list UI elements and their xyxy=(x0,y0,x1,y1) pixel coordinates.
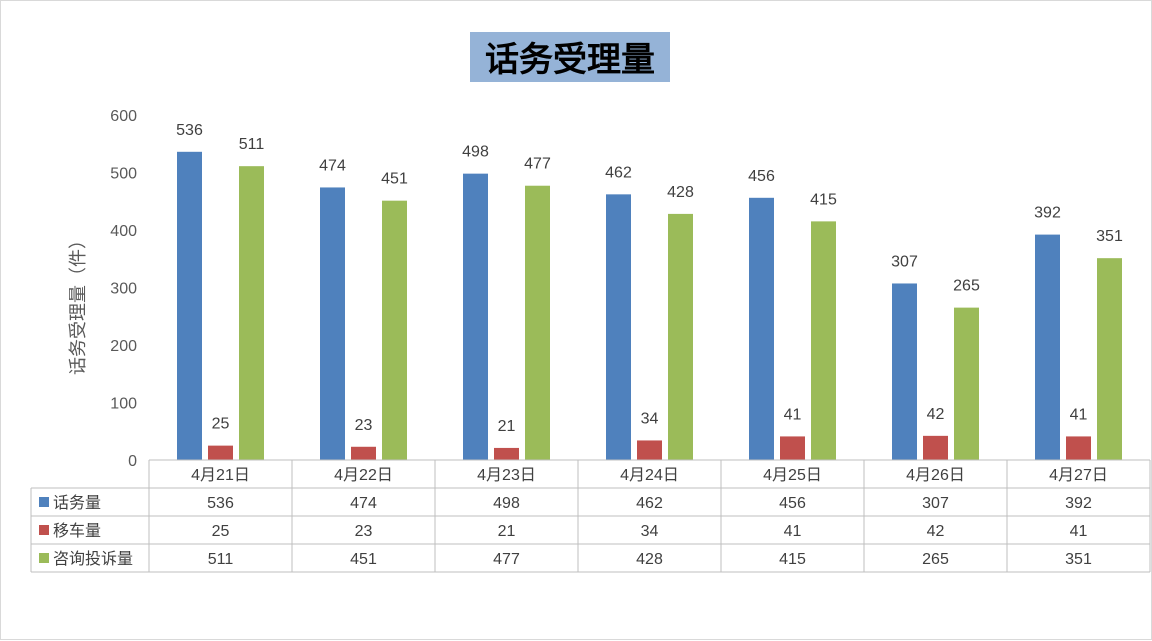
bar xyxy=(892,283,917,460)
bar xyxy=(637,440,662,460)
table-cell: 498 xyxy=(493,495,520,512)
table-cell: 428 xyxy=(636,551,663,568)
bar xyxy=(811,221,836,460)
data-label: 536 xyxy=(176,122,203,139)
category-label: 4月24日 xyxy=(620,467,679,484)
bar xyxy=(463,173,488,460)
y-tick-label: 600 xyxy=(110,108,137,125)
table-cell: 511 xyxy=(208,551,234,568)
table-cell: 415 xyxy=(779,551,806,568)
bar xyxy=(177,151,202,461)
category-label: 4月27日 xyxy=(1049,467,1108,484)
table-cell: 42 xyxy=(927,523,945,540)
y-tick-label: 100 xyxy=(110,396,137,413)
y-tick-label: 0 xyxy=(128,453,137,470)
category-label: 4月22日 xyxy=(334,467,393,484)
y-tick-label: 500 xyxy=(110,166,137,183)
legend-key xyxy=(39,497,49,507)
table-cell: 34 xyxy=(641,523,659,540)
legend-key xyxy=(39,553,49,563)
table-cell: 21 xyxy=(498,523,516,540)
data-label: 498 xyxy=(462,144,489,161)
table-cell: 536 xyxy=(207,495,234,512)
table-cell: 351 xyxy=(1065,551,1092,568)
table-cell: 477 xyxy=(493,551,520,568)
bar xyxy=(351,446,376,460)
bar xyxy=(749,197,774,461)
legend-label: 咨询投诉量 xyxy=(53,550,133,568)
data-label: 392 xyxy=(1034,205,1061,222)
data-label: 451 xyxy=(381,171,408,188)
category-label: 4月23日 xyxy=(477,467,536,484)
table-cell: 307 xyxy=(922,495,949,512)
y-tick-label: 200 xyxy=(110,338,137,355)
data-label: 477 xyxy=(524,156,551,173)
bar xyxy=(668,213,693,460)
table-cell: 392 xyxy=(1065,495,1092,512)
bar xyxy=(1066,436,1091,460)
data-label: 41 xyxy=(784,406,802,423)
y-axis-label: 话务受理量（件） xyxy=(68,231,88,375)
data-label: 265 xyxy=(953,278,980,295)
bar xyxy=(954,307,979,460)
bar xyxy=(606,194,631,460)
table-cell: 265 xyxy=(922,551,949,568)
category-label: 4月26日 xyxy=(906,467,965,484)
data-label: 307 xyxy=(891,253,918,270)
data-label: 474 xyxy=(319,157,346,174)
data-label: 456 xyxy=(748,168,775,185)
bar xyxy=(1097,258,1122,460)
table-cell: 462 xyxy=(636,495,663,512)
legend-key xyxy=(39,525,49,535)
table-cell: 41 xyxy=(784,523,802,540)
chart-title: 话务受理量 xyxy=(485,41,655,79)
category-label: 4月25日 xyxy=(763,467,822,484)
bar xyxy=(494,447,519,460)
data-label: 34 xyxy=(641,410,659,427)
table-cell: 474 xyxy=(350,495,377,512)
data-label: 428 xyxy=(667,184,694,201)
y-tick-label: 400 xyxy=(110,223,137,240)
table-cell: 23 xyxy=(355,523,373,540)
legend-label: 移车量 xyxy=(53,522,101,540)
category-label: 4月21日 xyxy=(191,467,250,484)
bar xyxy=(320,187,345,460)
bar xyxy=(239,166,264,461)
data-label: 21 xyxy=(498,418,516,435)
bar xyxy=(1035,234,1060,460)
y-axis-ticks: 0 100 200 300 400 500 600 xyxy=(110,108,137,470)
data-label: 41 xyxy=(1070,406,1088,423)
table-cell: 25 xyxy=(212,523,230,540)
legend-label: 话务量 xyxy=(53,494,101,512)
bar xyxy=(525,185,550,460)
data-label: 25 xyxy=(212,416,230,433)
data-label: 511 xyxy=(239,136,265,153)
y-tick-label: 300 xyxy=(110,281,137,298)
bars xyxy=(177,151,1122,461)
data-label: 415 xyxy=(810,191,837,208)
bar xyxy=(208,445,233,460)
table-cell: 41 xyxy=(1070,523,1088,540)
data-labels: 536 25 511 474 23 451 498 21 477 462 34 428 456 41 415… xyxy=(176,122,1123,435)
table-cell: 451 xyxy=(350,551,377,568)
data-label: 23 xyxy=(355,417,373,434)
chart-title-background xyxy=(470,32,670,82)
bar xyxy=(382,200,407,461)
data-label: 462 xyxy=(605,164,632,181)
data-label: 351 xyxy=(1096,228,1123,245)
data-label: 42 xyxy=(927,406,945,423)
bar xyxy=(780,436,805,460)
table-cell: 456 xyxy=(779,495,806,512)
bar xyxy=(923,435,948,460)
